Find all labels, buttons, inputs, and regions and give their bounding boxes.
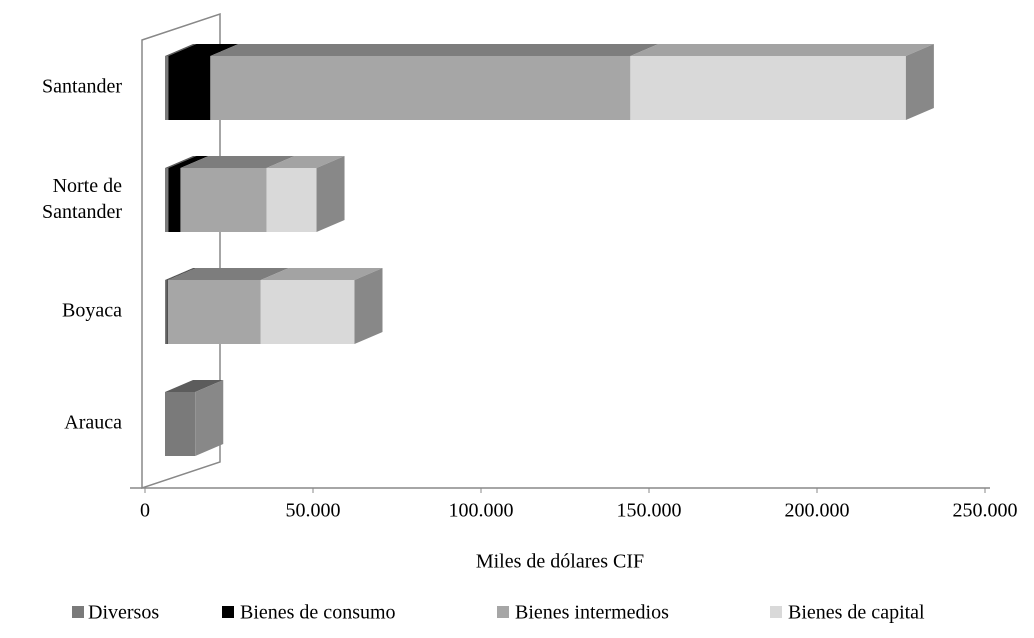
bar-top	[165, 380, 224, 392]
y-tick-label: Arauca	[64, 412, 122, 434]
bar	[167, 280, 261, 344]
legend-swatch	[222, 606, 234, 618]
legend-label: Bienes de consumo	[240, 602, 396, 624]
x-tick-label: 250.000	[953, 500, 1018, 522]
bar	[630, 56, 906, 120]
bar	[180, 168, 267, 232]
bar-top	[266, 156, 345, 168]
bar	[168, 56, 211, 120]
bar	[165, 56, 169, 120]
y-tick-label: Santander	[42, 76, 122, 98]
legend-label: Diversos	[88, 602, 159, 624]
x-tick-label: 0	[140, 500, 150, 522]
y-tick-label: Boyaca	[62, 300, 122, 322]
bar-top	[165, 268, 195, 280]
bar-top	[166, 268, 196, 280]
bar-top	[180, 156, 295, 168]
bar-side	[905, 44, 934, 120]
back-wall	[141, 12, 221, 490]
bar-side	[316, 156, 345, 232]
legend: Diversos Bienes de consumo Bienes intermed…	[72, 602, 925, 624]
bar	[166, 280, 168, 344]
bar	[165, 168, 169, 232]
bar-top	[260, 268, 383, 280]
bar-top	[165, 156, 197, 168]
x-tick-label: 200.000	[785, 500, 850, 522]
y-tick-label-line: Norte de	[53, 175, 123, 197]
x-tick-label: 100.000	[449, 500, 514, 522]
bar	[165, 392, 196, 456]
legend-swatch	[770, 606, 782, 618]
bar-top	[165, 44, 197, 56]
bar	[165, 280, 167, 344]
bar	[210, 56, 631, 120]
y-tick-label-line: Santander	[42, 201, 122, 223]
x-tick-label: 150.000	[617, 500, 682, 522]
bar-top	[167, 268, 289, 280]
x-tick-label: 50.000	[286, 500, 341, 522]
bar-side	[195, 380, 224, 456]
y-tick-label: Norte de Santander	[42, 175, 122, 223]
legend-label: Bienes intermedios	[515, 602, 669, 624]
legend-swatch	[497, 606, 509, 618]
bar-top	[168, 44, 239, 56]
bar	[260, 280, 355, 344]
bar-top	[630, 44, 934, 56]
legend-swatch	[72, 606, 84, 618]
bar-top	[210, 44, 659, 56]
x-axis-title: Miles de dólares CIF	[476, 551, 644, 573]
bar	[266, 168, 317, 232]
legend-label: Bienes de capital	[788, 602, 925, 624]
bar-top	[168, 156, 209, 168]
bar-side	[354, 268, 383, 344]
bar	[168, 168, 181, 232]
